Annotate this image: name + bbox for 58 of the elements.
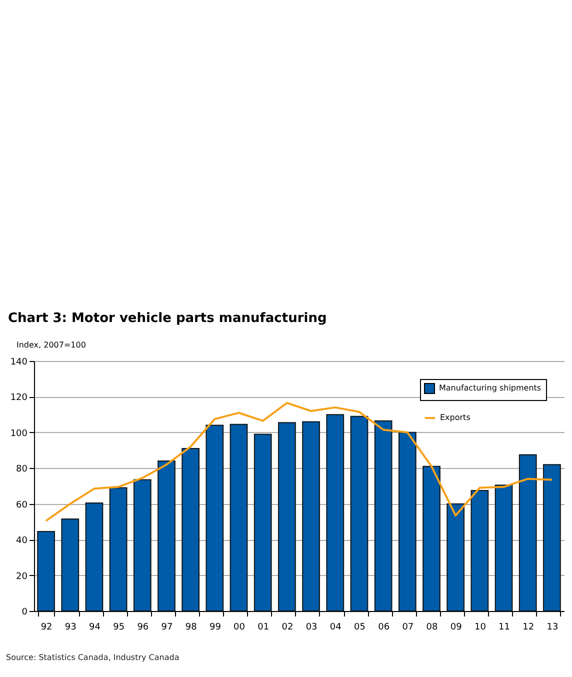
bar bbox=[182, 448, 200, 612]
y-tick-label: 20 bbox=[16, 572, 28, 582]
y-tick-label: 120 bbox=[10, 393, 28, 404]
y-axis-title: Index, 2007=100 bbox=[16, 340, 86, 350]
x-tick-label: 12 bbox=[522, 622, 534, 632]
x-tick-label: 08 bbox=[426, 622, 438, 632]
bar bbox=[230, 424, 248, 612]
bar bbox=[278, 422, 296, 612]
bar bbox=[398, 432, 416, 612]
y-tick-label: 0 bbox=[22, 608, 28, 618]
bar bbox=[350, 416, 368, 612]
bar bbox=[326, 414, 344, 612]
bar bbox=[85, 502, 104, 612]
legend-label: Manufacturing shipments bbox=[439, 384, 542, 392]
bar bbox=[494, 484, 513, 612]
x-tick-label: 05 bbox=[354, 622, 366, 632]
bar bbox=[543, 464, 561, 612]
x-tick-label: 01 bbox=[258, 622, 270, 632]
x-tick-label: 11 bbox=[498, 622, 510, 632]
bar bbox=[470, 490, 489, 612]
x-tick-label: 94 bbox=[89, 622, 101, 632]
line-series bbox=[45, 402, 553, 522]
bar bbox=[109, 487, 128, 612]
x-tick-label: 00 bbox=[234, 622, 246, 632]
x-tick-label: 98 bbox=[185, 622, 198, 632]
y-tick-label: 140 bbox=[10, 358, 28, 368]
y-tick-label: 100 bbox=[10, 428, 28, 439]
x-tick-label: 99 bbox=[209, 622, 222, 632]
x-tick-label: 07 bbox=[402, 622, 414, 632]
x-tick-label: 03 bbox=[306, 622, 318, 632]
bar bbox=[37, 531, 55, 612]
x-tick-label: 06 bbox=[378, 622, 390, 632]
bar bbox=[61, 518, 80, 612]
bar bbox=[446, 503, 465, 612]
x-tick-label: 10 bbox=[474, 622, 486, 632]
y-tick-label: 80 bbox=[16, 464, 28, 475]
source-note: Source: Statistics Canada, Industry Canada bbox=[6, 653, 180, 662]
x-tick-label: 02 bbox=[282, 622, 294, 632]
x-tick-label: 96 bbox=[137, 622, 149, 632]
bar bbox=[518, 454, 537, 612]
x-tick-label: 97 bbox=[161, 622, 173, 632]
bar bbox=[302, 421, 320, 612]
y-tick-label: 40 bbox=[16, 536, 28, 546]
bar bbox=[206, 424, 224, 612]
x-tick-label: 95 bbox=[113, 622, 125, 632]
x-tick-label: 93 bbox=[64, 622, 76, 632]
x-tick-label: 04 bbox=[330, 622, 342, 632]
bar bbox=[254, 434, 272, 612]
chart-title: Chart 3: Motor vehicle parts manufacturing bbox=[8, 311, 327, 326]
x-tick-label: 92 bbox=[40, 622, 52, 632]
y-tick-label: 60 bbox=[16, 500, 28, 510]
bar bbox=[422, 466, 440, 612]
legend-label: Exports bbox=[440, 413, 470, 422]
bar bbox=[158, 460, 176, 612]
x-tick-label: 09 bbox=[450, 622, 462, 632]
bar bbox=[133, 479, 152, 612]
x-tick-label: 13 bbox=[546, 622, 558, 632]
bar bbox=[374, 420, 392, 612]
